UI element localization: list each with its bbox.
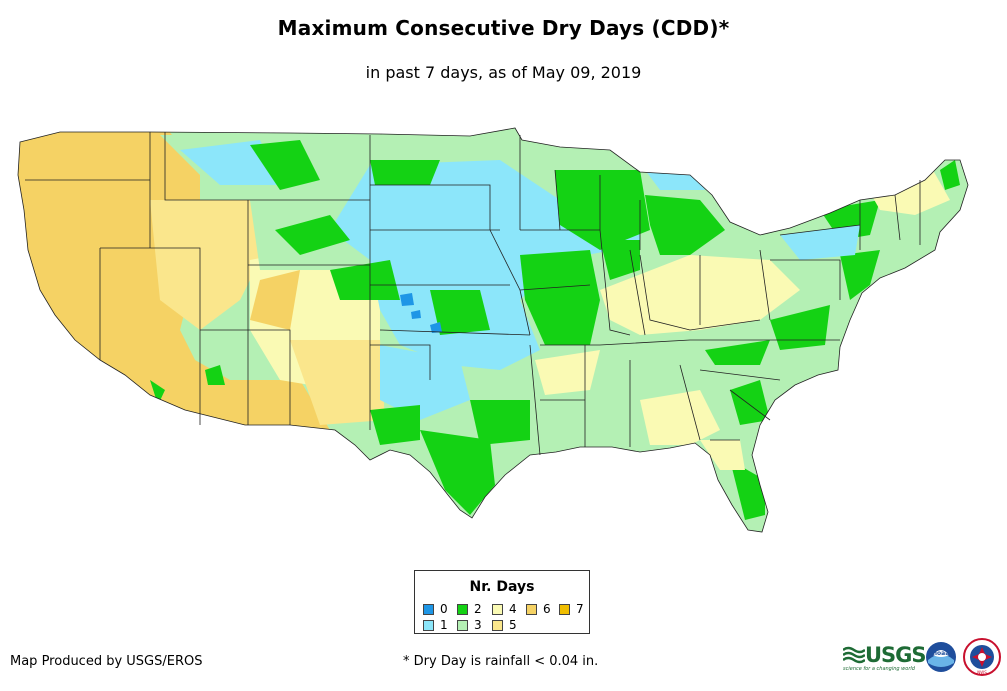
usgs-wordmark: USGS — [865, 643, 927, 667]
legend-label: 0 — [440, 602, 448, 616]
cdd-region-2-days — [205, 365, 225, 385]
legend-label: 6 — [543, 602, 551, 616]
cdd-region-2-days — [730, 380, 770, 425]
usgs-logo: USGS science for a changing world — [843, 642, 927, 674]
legend-label: 3 — [474, 618, 482, 632]
legend-title: Nr. Days — [469, 579, 535, 595]
cdd-region-5-days — [290, 340, 385, 425]
legend-item-4: 4 — [492, 602, 517, 616]
legend-swatch — [492, 603, 503, 615]
map-subtitle: in past 7 days, as of May 09, 2019 — [365, 63, 642, 82]
nws-logo-icon: NWS — [963, 638, 1001, 676]
legend-item-2: 2 — [457, 602, 482, 616]
legend-label: 5 — [509, 618, 517, 632]
usgs-waves-icon — [843, 644, 865, 666]
cdd-region-2-days — [275, 215, 350, 255]
state-boundaries — [17, 127, 969, 533]
cdd-region-5-days — [150, 200, 260, 330]
legend-label: 7 — [576, 602, 584, 616]
cdd-region-2-days — [940, 160, 960, 190]
legend-swatch — [526, 603, 537, 615]
cdd-region-0-days — [400, 293, 414, 306]
cdd-region-4-days — [700, 440, 745, 470]
legend-swatch — [492, 619, 503, 631]
legend-item-6: 6 — [526, 602, 551, 616]
cdd-region-2-days — [730, 460, 765, 520]
legend-label: 4 — [509, 602, 517, 616]
legend-swatch — [559, 603, 570, 615]
cdd-region-2-days — [705, 340, 770, 365]
legend-item-3: 3 — [457, 618, 482, 632]
cdd-region-2-days — [770, 305, 830, 350]
dry-day-footnote: * Dry Day is rainfall < 0.04 in. — [403, 654, 599, 669]
cdd-region-2-days — [370, 160, 440, 185]
legend-swatch — [457, 603, 468, 615]
legend-swatch — [457, 619, 468, 631]
cdd-region-6-days — [250, 270, 300, 330]
nws-wordmark: NWS — [977, 670, 987, 675]
cdd-region-1-days — [780, 225, 860, 260]
legend-item-1: 1 — [423, 618, 448, 632]
legend-label: 2 — [474, 602, 482, 616]
cdd-region-2-days — [150, 380, 165, 405]
legend: Nr. Days 0 1 2 3 4 5 6 7 — [414, 570, 590, 634]
cdd-region-2-days — [250, 140, 320, 190]
cdd-region-2-days — [840, 250, 880, 300]
produced-by-credit: Map Produced by USGS/EROS — [10, 654, 203, 669]
cdd-region-2-days — [420, 430, 495, 515]
noaa-wordmark: noaa — [933, 650, 950, 657]
usgs-tagline: science for a changing world — [843, 666, 915, 672]
cdd-region-2-days — [520, 250, 600, 345]
cdd-raster — [18, 128, 968, 532]
noaa-logo-icon: noaa — [926, 642, 956, 672]
cdd-region-1-days — [380, 345, 470, 420]
cdd-region-2-days — [645, 195, 725, 255]
cdd-region-2-days — [370, 405, 420, 445]
legend-swatch — [423, 603, 434, 615]
cdd-region-0-days — [430, 322, 442, 333]
legend-label: 1 — [440, 618, 448, 632]
legend-item-5: 5 — [492, 618, 517, 632]
cdd-region-2-days — [430, 290, 490, 335]
legend-item-7: 7 — [559, 602, 584, 616]
cdd-region-0-days — [411, 310, 421, 319]
legend-item-0: 0 — [423, 602, 448, 616]
cdd-region-2-days — [470, 400, 530, 445]
cdd-region-4-days — [535, 350, 600, 395]
map-title: Maximum Consecutive Dry Days (CDD)* — [277, 16, 730, 40]
cdd-region-4-days — [640, 390, 720, 445]
cdd-region-2-days — [330, 260, 400, 300]
legend-swatch — [423, 619, 434, 631]
